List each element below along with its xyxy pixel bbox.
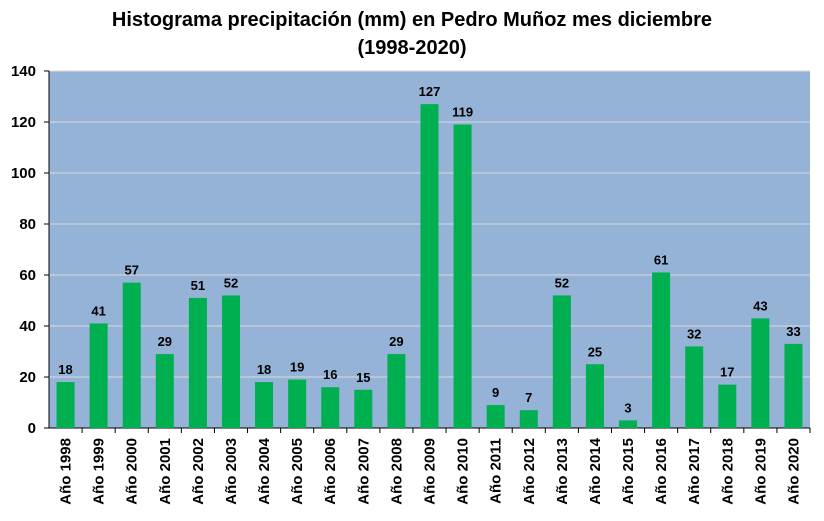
bar	[652, 272, 671, 428]
bar	[321, 387, 340, 428]
bar	[718, 384, 737, 428]
bar	[751, 318, 770, 428]
x-tick-label: Año 2013	[554, 438, 571, 505]
chart-title-line-1: Histograma precipitación (mm) en Pedro M…	[111, 9, 713, 31]
data-label: 52	[224, 275, 238, 290]
bar	[221, 295, 240, 428]
y-tick-label: 140	[11, 63, 36, 80]
data-label: 17	[720, 365, 734, 380]
y-tick-label: 120	[11, 114, 36, 131]
x-tick-label: Año 1998	[58, 438, 75, 505]
x-tick-label: Año 2016	[653, 438, 670, 505]
y-tick-label: 80	[19, 216, 36, 233]
bar	[784, 343, 803, 428]
bar	[619, 420, 638, 428]
x-tick-label: Año 2004	[256, 437, 273, 504]
x-tick-label: Año 2020	[785, 438, 802, 505]
chart-title: Histograma precipitación (mm) en Pedro M…	[0, 6, 824, 62]
data-label: 15	[356, 370, 370, 385]
chart-title-line-2: (1998-2020)	[357, 37, 467, 59]
x-tick-label: Año 2012	[521, 438, 538, 505]
x-tick-label: Año 2014	[587, 437, 604, 504]
x-tick-label: Año 2003	[223, 438, 240, 505]
y-tick-label: 40	[19, 318, 36, 335]
x-tick-label: Año 2018	[719, 438, 736, 505]
bar	[585, 364, 604, 428]
data-label: 33	[786, 324, 800, 339]
x-tick-label: Año 2002	[190, 438, 207, 505]
bar	[486, 405, 505, 428]
bar	[122, 282, 141, 428]
bar	[155, 354, 174, 428]
bar	[420, 104, 439, 429]
data-label: 25	[588, 344, 602, 359]
data-label: 61	[654, 252, 668, 267]
data-label: 3	[624, 400, 631, 415]
data-label: 7	[525, 390, 532, 405]
data-label: 52	[555, 275, 569, 290]
x-tick-label: Año 2006	[322, 438, 339, 505]
data-label: 127	[419, 84, 441, 99]
data-label: 18	[58, 362, 72, 377]
data-label: 57	[124, 263, 138, 278]
bar	[453, 124, 472, 429]
data-label: 43	[753, 298, 767, 313]
data-label: 9	[492, 385, 499, 400]
bar	[288, 379, 307, 428]
x-tick-label: Año 2001	[157, 438, 174, 505]
data-label: 51	[191, 278, 205, 293]
data-label: 18	[257, 362, 271, 377]
y-tick-label: 100	[11, 165, 36, 182]
x-tick-label: Año 1999	[91, 438, 108, 505]
x-tick-label: Año 2017	[686, 438, 703, 505]
x-tick-label: Año 2005	[289, 438, 306, 505]
data-label: 29	[158, 334, 172, 349]
x-tick-label: Año 2009	[422, 438, 439, 505]
bar	[685, 346, 704, 428]
y-tick-label: 20	[19, 369, 36, 386]
data-label: 32	[687, 326, 701, 341]
bar	[552, 295, 571, 428]
data-label: 41	[91, 303, 105, 318]
bar	[387, 354, 406, 428]
data-label: 16	[323, 367, 337, 382]
bar	[89, 323, 108, 428]
x-tick-label: Año 2008	[388, 438, 405, 505]
data-label: 119	[452, 105, 473, 120]
x-tick-label: Año 2007	[355, 438, 372, 505]
y-tick-label: 0	[28, 420, 36, 437]
bar	[354, 389, 373, 428]
y-tick-label: 60	[19, 267, 36, 284]
data-label: 19	[290, 360, 304, 375]
bar	[255, 382, 274, 428]
data-label: 29	[389, 334, 403, 349]
bar	[519, 410, 538, 428]
x-tick-label: Año 2015	[620, 438, 637, 505]
bar	[56, 382, 75, 428]
x-tick-label: Año 2011	[488, 438, 505, 504]
x-tick-label: Año 2000	[124, 438, 141, 505]
x-tick-label: Año 2019	[752, 438, 769, 505]
bar	[188, 297, 207, 428]
x-tick-label: Año 2010	[455, 438, 472, 505]
